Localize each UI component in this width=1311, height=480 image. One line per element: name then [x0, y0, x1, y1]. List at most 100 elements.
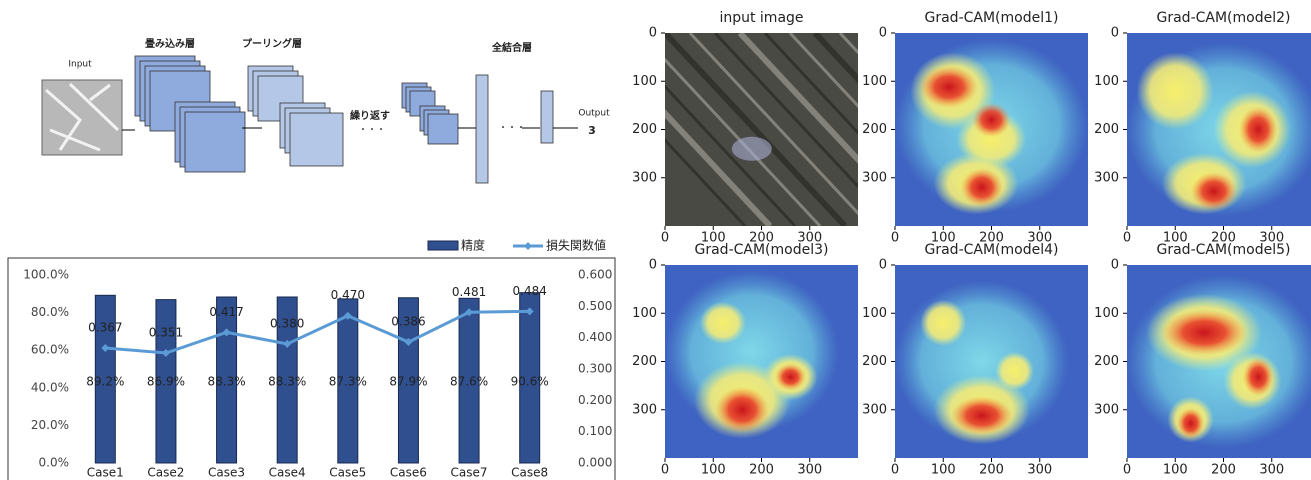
x-tick-label: 200 — [1211, 231, 1236, 246]
repeat-label: 繰り返す — [350, 109, 390, 122]
y-tick-label: 300 — [1094, 170, 1119, 185]
y2-tick-label: 0.100 — [578, 424, 612, 438]
y-tick-label: 0 — [879, 258, 887, 273]
rock-crack — [688, 33, 858, 216]
heat-blob — [995, 351, 1034, 391]
bar — [94, 294, 116, 464]
y2-tick-label: 0.500 — [578, 299, 612, 313]
x-tick-label: Case3 — [208, 466, 245, 480]
heat-blob — [1177, 407, 1205, 439]
rock-crack — [665, 109, 773, 226]
x-tick-label: 0 — [891, 463, 899, 478]
x-tick-label: 200 — [1211, 463, 1236, 478]
x-tick-label: Case2 — [147, 466, 184, 480]
bar — [155, 299, 177, 464]
x-tick-label: 100 — [701, 463, 726, 478]
y-tick-label: 200 — [862, 354, 887, 369]
heat-blob — [1242, 357, 1274, 397]
x-tick-label: 300 — [1027, 463, 1052, 478]
y-tick-label: 60.0% — [31, 343, 69, 357]
line-value-label: 0.386 — [391, 315, 425, 329]
x-tick-label: 300 — [1259, 463, 1284, 478]
heat-blob — [1190, 171, 1238, 211]
y-tick-label: 0 — [649, 26, 657, 41]
loss-line — [105, 309, 530, 355]
line-value-label: 0.351 — [149, 326, 183, 340]
loss-point — [343, 311, 352, 320]
y-tick-label: 80.0% — [31, 305, 69, 319]
bar-value-label: 88.3% — [208, 375, 246, 389]
y2-tick-label: 0.400 — [578, 330, 612, 344]
cnn-diagram: Input 畳み込み層 プーリング層 繰り返す ・・・ 全結合層 ・・・ Out… — [41, 37, 610, 184]
y-tick-label: 300 — [862, 402, 887, 417]
y-tick-label: 200 — [1094, 122, 1119, 137]
y2-tick-label: 0.000 — [578, 456, 612, 470]
panel-image — [895, 265, 1088, 458]
y-tick-label: 0 — [1111, 258, 1119, 273]
fc-layer — [475, 74, 489, 184]
x-tick-label: 0 — [891, 231, 899, 246]
loss-point — [161, 349, 170, 358]
loss-point — [404, 338, 413, 347]
x-tick-label: Case5 — [329, 466, 366, 480]
bar-value-label: 88.3% — [268, 375, 306, 389]
heat-blob — [972, 102, 1011, 138]
y-tick-label: 100 — [1094, 74, 1119, 89]
y-tick-label: 300 — [862, 170, 887, 185]
loss-point — [465, 308, 474, 317]
bar — [458, 297, 480, 464]
line-value-label: 0.470 — [331, 288, 365, 302]
y-tick-label: 200 — [862, 122, 887, 137]
heat-blob — [1161, 309, 1247, 356]
conv-label: 畳み込み層 — [145, 37, 195, 50]
bar-value-label: 87.9% — [389, 375, 427, 389]
rock-crack — [665, 57, 822, 226]
y-tick-label: 20.0% — [31, 418, 69, 432]
rock-crack — [763, 33, 858, 135]
legend-label: 精度 — [461, 238, 485, 253]
x-tick-label: 300 — [1027, 231, 1052, 246]
y-tick-label: 300 — [632, 170, 657, 185]
panel-title: Grad-CAM(model1) — [925, 10, 1059, 26]
y-tick-label: 100.0% — [23, 268, 69, 282]
bar — [276, 296, 298, 464]
rock-crack — [812, 33, 858, 84]
legend-swatch — [427, 240, 459, 251]
line-value-label: 0.417 — [209, 305, 243, 319]
bar — [216, 296, 238, 464]
y-tick-label: 100 — [632, 74, 657, 89]
heat-blob — [920, 65, 978, 109]
y-tick-label: 200 — [632, 354, 657, 369]
y2-tick-label: 0.200 — [578, 393, 612, 407]
panel-image — [665, 33, 858, 226]
rock-highlight — [731, 136, 772, 161]
line-value-label: 0.481 — [452, 285, 486, 299]
rock-crack — [665, 84, 797, 226]
y-tick-label: 40.0% — [31, 380, 69, 394]
pool-label: プーリング層 — [242, 37, 302, 50]
y-tick-label: 200 — [1094, 354, 1119, 369]
input-label: Input — [68, 60, 92, 70]
y2-tick-label: 0.600 — [578, 268, 612, 282]
x-tick-label: 100 — [931, 231, 956, 246]
rock-crack — [788, 33, 858, 109]
small-map — [427, 113, 459, 145]
x-tick-label: 0 — [1123, 231, 1131, 246]
heat-blob — [960, 168, 1004, 207]
bar-value-label: 87.3% — [329, 375, 367, 389]
ellipsis: ・・・ — [358, 126, 385, 136]
conv-map — [184, 111, 246, 173]
loss-point — [525, 307, 534, 316]
loss-point — [222, 328, 231, 337]
panel-image — [1127, 33, 1311, 226]
line-value-label: 0.367 — [88, 321, 122, 335]
panel-title: Grad-CAM(model5) — [1157, 242, 1291, 258]
fc-label: 全結合層 — [491, 41, 532, 54]
panel-image — [895, 33, 1088, 226]
bar — [337, 298, 359, 464]
y-tick-label: 0.0% — [39, 456, 70, 470]
x-tick-label: 0 — [1123, 463, 1131, 478]
heat-blob — [1136, 52, 1214, 130]
loss-point — [283, 339, 292, 348]
